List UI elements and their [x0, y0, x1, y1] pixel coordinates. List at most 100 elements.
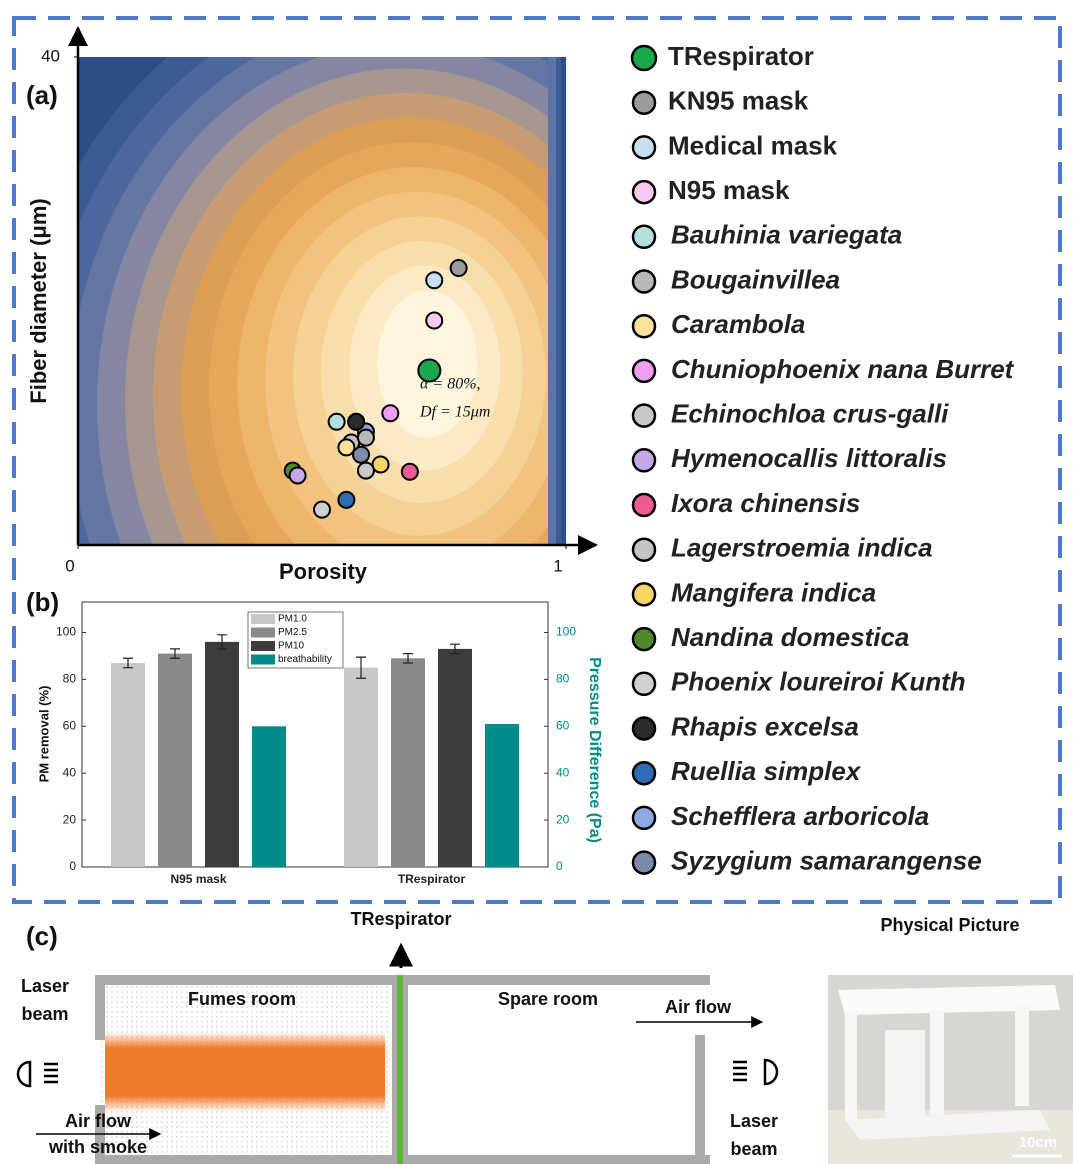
bar [158, 654, 192, 867]
data-point [314, 502, 330, 518]
y-tick-label: 20 [63, 812, 77, 826]
y2-tick-label: 60 [556, 718, 570, 732]
data-point [338, 439, 354, 455]
y2-tick-label: 100 [556, 625, 576, 639]
panel-label: (b) [26, 587, 59, 617]
legend-swatch [633, 271, 655, 293]
legend-label: Mangifera indica [671, 577, 876, 607]
x-tick-label: N95 mask [170, 872, 226, 886]
legend-swatch [251, 628, 275, 638]
chamber [18, 945, 777, 1164]
y-tick-label: 60 [63, 718, 77, 732]
legend-label: Ixora chinensis [671, 488, 860, 518]
legend-label: Hymenocallis littoralis [671, 443, 947, 473]
panel-label: (a) [26, 80, 58, 110]
bar [391, 658, 425, 867]
panel-label: (c) [26, 921, 58, 951]
data-point [418, 360, 440, 382]
y-axis-label: Fiber diameter (μm) [26, 198, 51, 403]
legend-label: Bougainvillea [671, 264, 840, 294]
legend-swatch [633, 92, 655, 114]
y-tick-label: 0 [69, 859, 76, 873]
legend-label: Nandina domestica [671, 622, 909, 652]
bar [438, 649, 472, 867]
bar [205, 642, 239, 867]
legend-label: Rhapis excelsa [671, 711, 859, 741]
legend-label: Phoenix loureiroi Kunth [671, 667, 966, 697]
data-point [426, 272, 442, 288]
y-tick-label: 100 [56, 625, 76, 639]
legend-swatch [633, 315, 655, 337]
room-label: Spare room [498, 989, 598, 1009]
legend-swatch [632, 46, 656, 70]
legend-label: PM1.0 [278, 614, 307, 625]
legend-label: N95 mask [668, 175, 790, 205]
annotation: Df = 15μm [419, 404, 490, 421]
bar [344, 668, 378, 867]
data-point [358, 430, 374, 446]
legend-label: Echinochloa crus-galli [671, 398, 949, 428]
legend-swatch [633, 360, 655, 382]
legend-label: Carambola [671, 309, 805, 339]
flow-label: Air flow [65, 1111, 132, 1131]
legend-swatch [633, 405, 655, 427]
side-label: beam [21, 1004, 68, 1024]
legend-label: breathability [278, 654, 332, 665]
y2-tick-label: 0 [556, 859, 563, 873]
y-tick-label: 40 [41, 46, 60, 65]
data-point [290, 467, 306, 483]
data-point [426, 313, 442, 329]
data-point [358, 463, 374, 479]
data-point [373, 456, 389, 472]
figure: (a) (b) (c) Porosity Fiber diameter (μm)… [0, 0, 1073, 1164]
data-point [382, 405, 398, 421]
legend-label: Ruellia simplex [671, 756, 862, 786]
legend-swatch [633, 449, 655, 471]
y2-tick-label: 80 [556, 672, 570, 686]
legend-label: PM10 [278, 641, 305, 652]
legend-swatch [633, 718, 655, 740]
legend-swatch [633, 539, 655, 561]
data-point [402, 464, 418, 480]
legend-label: Schefflera arboricola [671, 801, 929, 831]
legend-swatch [633, 673, 655, 695]
data-point [329, 414, 345, 430]
room-label: Fumes room [188, 989, 296, 1009]
x-tick-label: 0 [65, 556, 74, 575]
x-tick-label: TRespirator [398, 872, 466, 886]
legend-label: PM2.5 [278, 627, 307, 638]
y-axis-label: PM removal (%) [36, 686, 51, 783]
bar [485, 724, 519, 867]
bar [111, 663, 145, 867]
legend-label: TRespirator [668, 41, 814, 71]
legend-swatch [633, 852, 655, 874]
side-label: beam [730, 1139, 777, 1159]
bar [252, 726, 286, 867]
legend-swatch [633, 807, 655, 829]
legend-label: Chuniophoenix nana Burret [671, 354, 1015, 384]
legend-swatch [633, 762, 655, 784]
legend-label: Lagerstroemia indica [671, 533, 933, 563]
y-tick-label: 40 [63, 765, 77, 779]
side-label: Laser [21, 976, 69, 996]
legend-label: Syzygium samarangense [671, 845, 982, 875]
legend-swatch [633, 494, 655, 516]
data-point [451, 260, 467, 276]
legend-swatch [251, 641, 275, 651]
arrow-label: TRespirator [350, 909, 451, 929]
y2-tick-label: 40 [556, 765, 570, 779]
legend-label: Medical mask [668, 130, 838, 160]
legend-swatch [633, 226, 655, 248]
scale-bar-label: 10cm [1019, 1134, 1057, 1151]
y2-axis-label: Pressure Difference (Pa) [586, 657, 603, 843]
x-tick-label: 1 [553, 556, 562, 575]
y2-tick-label: 20 [556, 812, 570, 826]
x-axis-label: Porosity [279, 559, 368, 584]
flow-label: with smoke [48, 1137, 147, 1157]
legend-swatch [633, 136, 655, 158]
legend-swatch [633, 628, 655, 650]
flow-label: Air flow [665, 997, 732, 1017]
legend-label: KN95 mask [668, 86, 809, 116]
legend-swatch [633, 181, 655, 203]
legend-swatch [251, 614, 275, 624]
